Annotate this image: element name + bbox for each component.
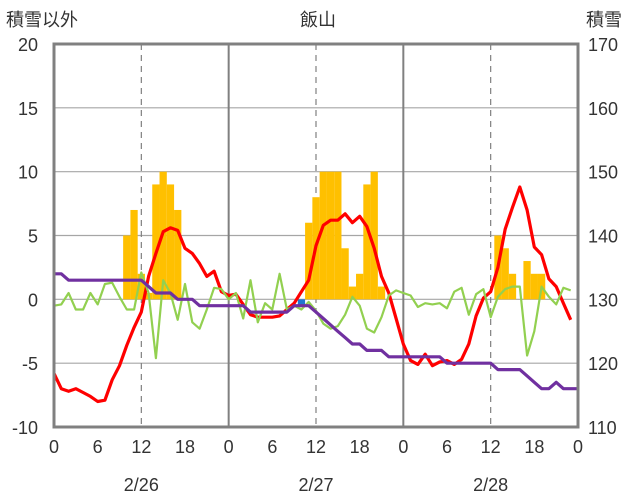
y-right-tick-label: 160 <box>588 99 618 119</box>
precip-bars <box>123 171 546 306</box>
x-tick-label: 0 <box>49 437 59 457</box>
x-tick-label: 0 <box>398 437 408 457</box>
day-label: 2/27 <box>298 475 333 495</box>
series-lines <box>52 185 578 404</box>
left-axis-label: 積雪以外 <box>6 10 78 31</box>
y-right-tick-label: 140 <box>588 227 618 247</box>
y-left-tick-label: 15 <box>18 99 38 119</box>
x-tick-label: 18 <box>350 437 370 457</box>
precip-bar <box>530 273 538 300</box>
precip-bar <box>370 171 378 300</box>
x-tick-label: 18 <box>175 437 195 457</box>
y-right-tick-label: 170 <box>588 35 618 55</box>
y-right-tick-label: 150 <box>588 163 618 183</box>
precip-bar <box>137 273 145 300</box>
precip-bar <box>377 286 386 300</box>
right-axis-label: 積雪 <box>586 10 622 31</box>
chart-title: 飯山 <box>300 10 336 31</box>
x-tick-label: 12 <box>306 437 326 457</box>
x-tick-label: 12 <box>131 437 151 457</box>
y-right-tick-label: 120 <box>588 354 618 374</box>
x-tick-label: 12 <box>481 437 501 457</box>
precip-bar <box>341 248 349 300</box>
precip-bar <box>174 209 182 300</box>
precip-bar <box>123 235 131 300</box>
x-tick-label: 6 <box>442 437 452 457</box>
precip-bar <box>348 286 357 300</box>
y-left-tick-label: 10 <box>18 163 38 183</box>
marker-bar <box>297 299 306 306</box>
plot-area-frame <box>52 42 580 429</box>
precip-bar <box>130 209 138 300</box>
y-right-tick-label: 130 <box>588 290 618 310</box>
y-left-tick-label: -10 <box>12 418 38 438</box>
x-tick-label: 0 <box>573 437 583 457</box>
precip-bar <box>319 171 327 300</box>
precip-bar <box>326 171 335 300</box>
precip-bar <box>152 184 160 300</box>
precip-bar <box>356 273 364 300</box>
precip-bar <box>501 248 509 300</box>
day-label: 2/28 <box>473 475 508 495</box>
x-tick-label: 6 <box>93 437 103 457</box>
y-left-tick-label: -5 <box>22 354 38 374</box>
y-right-tick-label: 110 <box>588 418 617 438</box>
precip-bar <box>166 184 175 300</box>
x-tick-label: 0 <box>224 437 234 457</box>
x-tick-label: 18 <box>524 437 544 457</box>
precip-bar <box>334 171 342 300</box>
precip-bar <box>363 184 371 300</box>
day-label: 2/26 <box>124 475 159 495</box>
y-left-tick-label: 0 <box>28 290 38 310</box>
y-left-tick-label: 20 <box>18 35 38 55</box>
precip-bar <box>523 261 531 300</box>
snow_depth-line <box>54 272 578 391</box>
precip-bar <box>305 222 313 300</box>
y-left-tick-label: 5 <box>28 227 38 247</box>
x-tick-label: 6 <box>267 437 277 457</box>
